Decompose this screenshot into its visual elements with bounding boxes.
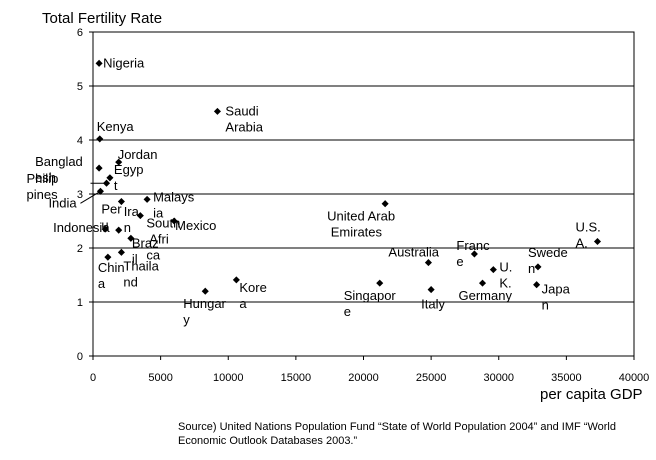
- data-label-japan: Japa n: [542, 282, 571, 313]
- y-tick-label: 1: [77, 297, 83, 309]
- data-label-korea: Kore a: [239, 280, 266, 311]
- y-tick-label: 2: [77, 243, 83, 255]
- data-label-thailand: Thaila nd: [123, 258, 159, 289]
- data-point-malaysia: [143, 195, 151, 203]
- data-label-mexico: Mexico: [175, 218, 216, 233]
- data-point-kenya: [96, 135, 104, 143]
- data-label-nigeria: Nigeria: [103, 55, 145, 70]
- data-point-italy: [427, 286, 435, 294]
- data-point-korea: [232, 276, 240, 284]
- data-point-bangladesh: [95, 164, 103, 172]
- data-label-iran: Ira n: [124, 204, 140, 235]
- data-label-france: Franc e: [456, 238, 490, 269]
- data-point-south-africa: [136, 212, 144, 220]
- data-point-japan: [533, 281, 541, 289]
- y-tick-label: 6: [77, 27, 83, 39]
- data-point-iran: [115, 226, 123, 234]
- data-label-egypt: Egyp t: [114, 162, 144, 193]
- data-label-hungary: Hungar y: [183, 296, 226, 327]
- data-point-nigeria: [95, 59, 103, 67]
- data-label-singapore: Singapor e: [344, 288, 397, 319]
- data-label-peru: Per u: [101, 202, 122, 233]
- x-tick-label: 15000: [281, 372, 312, 384]
- y-tick-label: 4: [77, 135, 83, 147]
- x-tick-label: 30000: [483, 372, 514, 384]
- data-point-brazil: [127, 234, 135, 242]
- data-label-saudi-arabia: Saudi Arabia: [225, 103, 263, 134]
- data-label-india: India: [48, 195, 77, 210]
- scatter-plot: 0 1 2 3 4 5 6 0 5000 10000 15000 20000 25000 30000 350…: [27, 27, 650, 384]
- data-label-sweden: Swede n: [528, 245, 568, 276]
- x-tick-label: 0: [90, 372, 96, 384]
- x-tick-label: 10000: [213, 372, 244, 384]
- y-tick-label: 3: [77, 189, 83, 201]
- x-tick-label: 5000: [148, 372, 172, 384]
- chart-title: Total Fertility Rate: [42, 10, 163, 27]
- data-label-u-k: U. K.: [499, 260, 512, 291]
- data-label-indonesia: Indonesia: [53, 220, 110, 235]
- data-point-peru: [117, 198, 125, 206]
- data-label-australia: Australia: [388, 245, 439, 260]
- data-point-indonesia: [101, 225, 109, 233]
- x-axis-label: per capita GDP: [540, 386, 643, 403]
- data-point-france: [470, 250, 478, 258]
- y-tick-label: 0: [77, 351, 83, 363]
- data-point-egypt: [106, 174, 114, 182]
- data-point-australia: [424, 259, 432, 267]
- data-point-mexico: [170, 217, 178, 225]
- data-label-jordan: Jordan: [118, 147, 158, 162]
- data-point-singapore: [376, 279, 384, 287]
- data-point-hungary: [201, 287, 209, 295]
- x-tick-label: 40000: [619, 372, 650, 384]
- data-label-bangladesh: Banglad esh: [35, 154, 83, 185]
- data-point-u-s-a: [593, 237, 602, 246]
- data-point-united-arab-emirates: [381, 200, 389, 208]
- leader-line: [80, 190, 101, 204]
- data-point-u-k: [489, 266, 497, 274]
- data-label-china: Chin a: [98, 260, 125, 291]
- x-tick-label: 35000: [551, 372, 582, 384]
- data-label-united-arab-emirates: United Arab Emirates: [327, 209, 395, 240]
- data-point-germany: [478, 279, 487, 287]
- data-label-germany: Germany: [459, 288, 513, 303]
- data-label-kenya: Kenya: [97, 119, 135, 134]
- data-label-brazil: Braz il: [132, 235, 159, 266]
- source-note: Source) United Nations Population Fund “…: [178, 421, 616, 447]
- data-point-sweden: [534, 263, 542, 271]
- x-tick-label: 20000: [348, 372, 379, 384]
- data-label-south-africa: South Afri ca: [146, 216, 180, 263]
- data-point-jordan: [115, 158, 123, 166]
- x-tick-label: 25000: [416, 372, 447, 384]
- data-point-china: [104, 253, 112, 261]
- data-label-italy: Italy: [421, 297, 445, 312]
- data-label-malaysia: Malays ia: [153, 189, 195, 220]
- y-tick-label: 5: [77, 81, 83, 93]
- data-point-thailand: [117, 248, 125, 256]
- data-label-u-s-a: U.S. A.: [575, 220, 600, 251]
- data-label-philippines: Philip pines: [27, 171, 59, 202]
- data-point-saudi-arabia: [213, 107, 221, 115]
